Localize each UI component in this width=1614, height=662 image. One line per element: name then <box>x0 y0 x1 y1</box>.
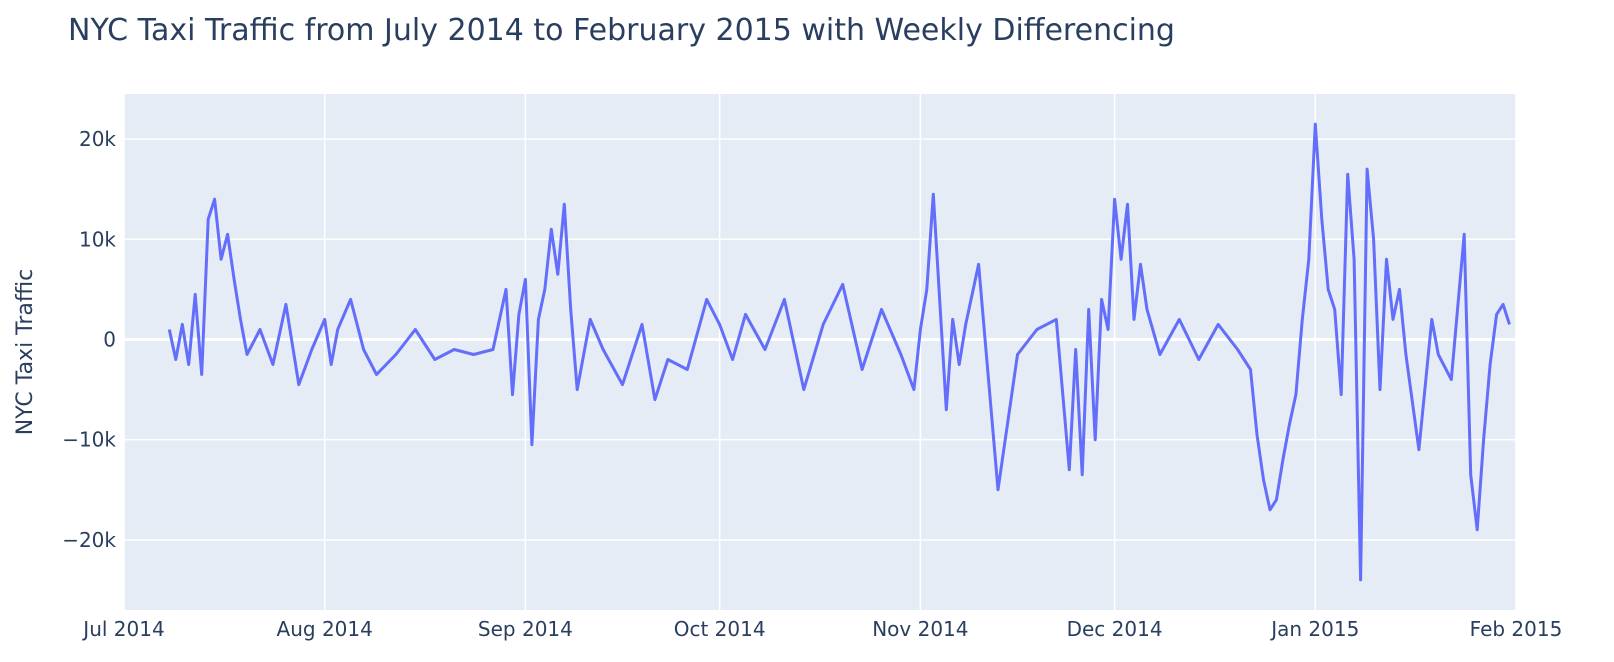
series-layer <box>167 122 1511 582</box>
x-tick-label: Nov 2014 <box>872 617 968 641</box>
y-tick-label: −20k <box>62 528 116 552</box>
gridlines <box>123 94 1517 610</box>
x-axis-ticks: Jul 2014 Aug 2014 Sep 2014 Oct 2014 Nov 2014… <box>81 617 1562 641</box>
y-axis-ticks: 20k 10k 0 −10k −20k <box>62 127 116 552</box>
x-tick-label: Dec 2014 <box>1067 617 1163 641</box>
y-tick-label: −10k <box>62 428 116 452</box>
series-line <box>167 122 1511 582</box>
plot-area <box>124 94 1516 610</box>
x-tick-label: Jan 2015 <box>1269 617 1359 641</box>
x-tick-label: Feb 2015 <box>1470 617 1563 641</box>
y-axis-title: NYC Taxi Traffic <box>13 269 38 436</box>
x-tick-label: Aug 2014 <box>277 617 373 641</box>
x-tick-label: Oct 2014 <box>674 617 766 641</box>
y-tick-label: 20k <box>79 127 116 151</box>
x-tick-label: Jul 2014 <box>81 617 164 641</box>
y-tick-label: 10k <box>79 227 116 251</box>
x-tick-label: Sep 2014 <box>478 617 573 641</box>
y-tick-label: 0 <box>103 327 116 351</box>
chart-title: NYC Taxi Traffic from July 2014 to Febru… <box>68 13 1175 48</box>
